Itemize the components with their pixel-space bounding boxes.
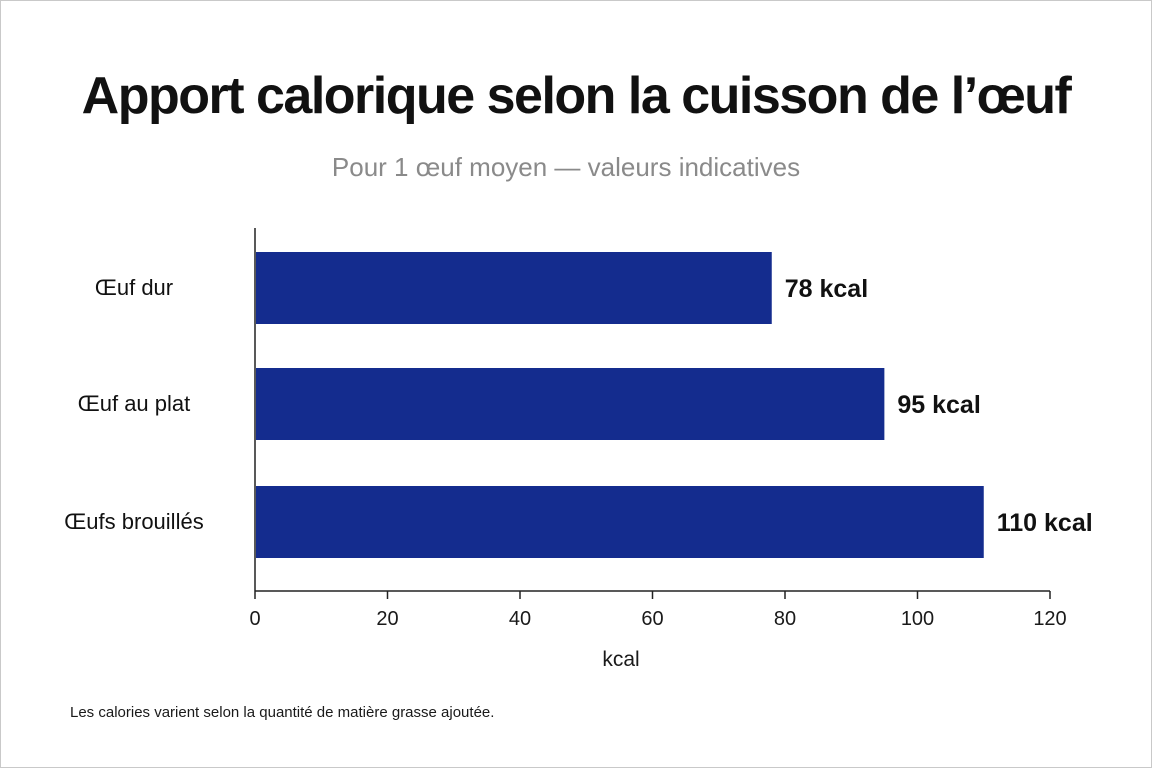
- category-label: Œuf au plat: [78, 391, 191, 416]
- chart-title: Apport calorique selon la cuisson de l’œ…: [81, 67, 1072, 125]
- bar: [256, 486, 984, 558]
- x-tick-label: 120: [1033, 608, 1066, 630]
- bars-layer: Œuf dur 78 kcal Œuf au plat 95 kcal Œufs bro…: [64, 252, 1093, 558]
- category-label: Œuf dur: [95, 275, 173, 300]
- data-label: 110 kcal: [997, 509, 1093, 537]
- data-label: 78 kcal: [785, 275, 868, 303]
- x-tick-label: 60: [641, 608, 663, 630]
- x-axis-label: kcal: [602, 648, 639, 671]
- x-axis: 0 20 40 60 80 100 120: [249, 228, 1067, 630]
- bar: [256, 368, 885, 440]
- chart-footnote: Les calories varient selon la quantité d…: [70, 704, 495, 721]
- x-tick-label: 100: [901, 608, 934, 630]
- data-label: 95 kcal: [897, 391, 980, 419]
- bar: [256, 252, 772, 324]
- x-tick-label: 40: [509, 608, 531, 630]
- x-tick-label: 80: [774, 608, 796, 630]
- chart-subtitle: Pour 1 œuf moyen — valeurs indicatives: [331, 152, 801, 182]
- x-tick-label: 0: [249, 608, 260, 630]
- category-label: Œufs brouillés: [64, 509, 203, 534]
- x-tick-label: 20: [376, 608, 398, 630]
